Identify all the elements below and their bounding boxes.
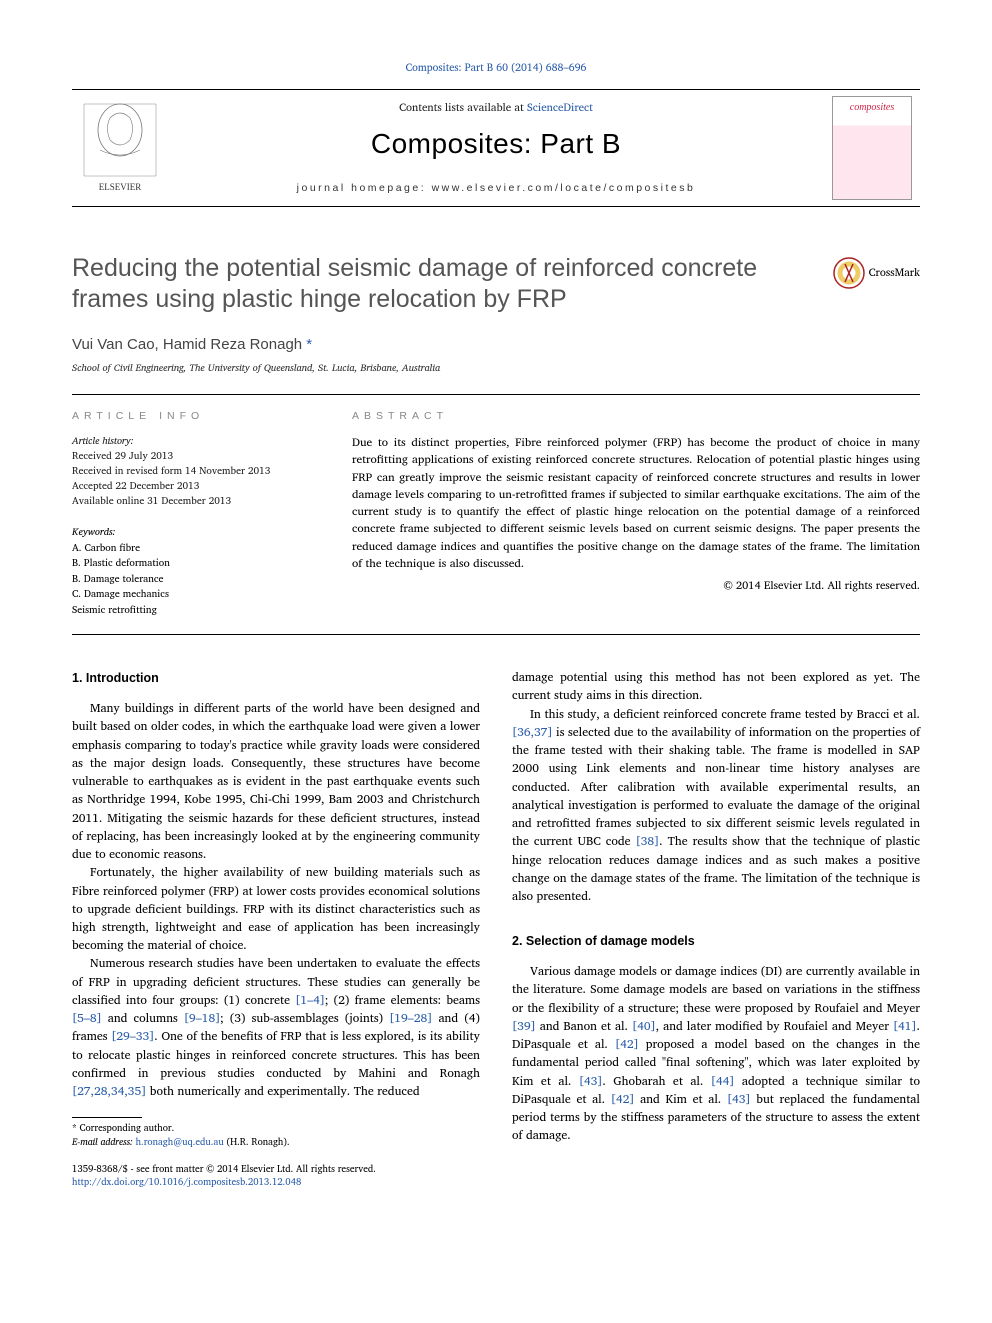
ref-link[interactable]: [43] [579, 1072, 603, 1091]
citation-link[interactable]: Composites: Part B 60 (2014) 688–696 [406, 58, 587, 76]
elsevier-logo: ELSEVIER [72, 90, 168, 206]
paragraph: Many buildings in different parts of the… [72, 700, 480, 864]
journal-title: Composites: Part B [168, 124, 824, 165]
sciencedirect-line: Contents lists available at ScienceDirec… [168, 100, 824, 116]
keyword: C. Damage mechanics [72, 586, 169, 602]
keyword: B. Plastic deformation [72, 555, 170, 571]
email-link[interactable]: h.ronagh@uq.edu.au [136, 1135, 224, 1150]
crossmark-badge[interactable]: CrossMark [833, 257, 920, 289]
copyright: © 2014 Elsevier Ltd. All rights reserved… [352, 578, 920, 594]
ref-link[interactable]: [43] [727, 1090, 751, 1109]
ref-link[interactable]: [38] [636, 832, 660, 851]
ref-link[interactable]: [40] [632, 1017, 656, 1036]
sciencedirect-link[interactable]: ScienceDirect [527, 98, 593, 116]
paragraph: Fortunately, the higher availability of … [72, 864, 480, 955]
section-heading: 2. Selection of damage models [512, 932, 920, 951]
section-heading: 1. Introduction [72, 669, 480, 688]
corresponding-mark[interactable]: * [306, 336, 312, 353]
journal-homepage: journal homepage: www.elsevier.com/locat… [168, 181, 824, 196]
authors: Vui Van Cao, Hamid Reza Ronagh * [72, 334, 920, 356]
ref-link[interactable]: [5–8] [72, 1009, 102, 1028]
citation-header: Composites: Part B 60 (2014) 688–696 [72, 60, 920, 75]
received-date: Received 29 July 2013 [72, 448, 173, 464]
body-column-right: damage potential using this method has n… [512, 669, 920, 1189]
body-column-left: 1. Introduction Many buildings in differ… [72, 669, 480, 1189]
crossmark-icon [833, 257, 865, 289]
svg-text:ELSEVIER: ELSEVIER [99, 182, 142, 192]
paragraph: In this study, a deficient reinforced co… [512, 706, 920, 907]
ref-link[interactable]: [29–33] [111, 1027, 154, 1046]
paragraph: damage potential using this method has n… [512, 669, 920, 705]
online-date: Available online 31 December 2013 [72, 493, 231, 509]
divider [72, 634, 920, 635]
ref-link[interactable]: [44] [711, 1072, 735, 1091]
history-label: Article history: [72, 433, 134, 449]
doi-link[interactable]: http://dx.doi.org/10.1016/j.compositesb.… [72, 1175, 301, 1190]
paragraph: Various damage models or damage indices … [512, 963, 920, 1145]
keyword: B. Damage tolerance [72, 571, 163, 587]
ref-link[interactable]: [36,37] [512, 723, 553, 742]
abstract-heading: ABSTRACT [352, 409, 920, 424]
ref-link[interactable]: [1–4] [295, 991, 325, 1010]
ref-link[interactable]: [9–18] [184, 1009, 220, 1028]
ref-link[interactable]: [42] [615, 1035, 639, 1054]
accepted-date: Accepted 22 December 2013 [72, 478, 199, 494]
journal-cover: composites [824, 90, 920, 206]
ref-link[interactable]: [19–28] [389, 1009, 432, 1028]
paragraph: Numerous research studies have been unde… [72, 955, 480, 1101]
affiliation: School of Civil Engineering, The Univers… [72, 361, 920, 376]
footer-meta: 1359-8368/$ - see front matter © 2014 El… [72, 1163, 480, 1190]
corresponding-footnote: * Corresponding author. E-mail address: … [72, 1122, 480, 1149]
article-info: ARTICLE INFO Article history: Received 2… [72, 409, 352, 618]
ref-link[interactable]: [41] [893, 1017, 917, 1036]
keywords-label: Keywords: [72, 524, 115, 540]
footnote-separator [72, 1117, 142, 1118]
ref-link[interactable]: [39] [512, 1017, 536, 1036]
divider [72, 394, 920, 395]
journal-header: ELSEVIER Contents lists available at Sci… [72, 89, 920, 207]
ref-link[interactable]: [27,28,34,35] [72, 1082, 146, 1101]
abstract-text: Due to its distinct properties, Fibre re… [352, 434, 920, 572]
keyword: Seismic retrofitting [72, 602, 157, 618]
article-title: Reducing the potential seismic damage of… [72, 253, 832, 316]
keyword: A. Carbon fibre [72, 540, 140, 556]
revised-date: Received in revised form 14 November 201… [72, 463, 270, 479]
abstract-block: ABSTRACT Due to its distinct properties,… [352, 409, 920, 618]
ref-link[interactable]: [42] [611, 1090, 635, 1109]
info-heading: ARTICLE INFO [72, 409, 328, 424]
